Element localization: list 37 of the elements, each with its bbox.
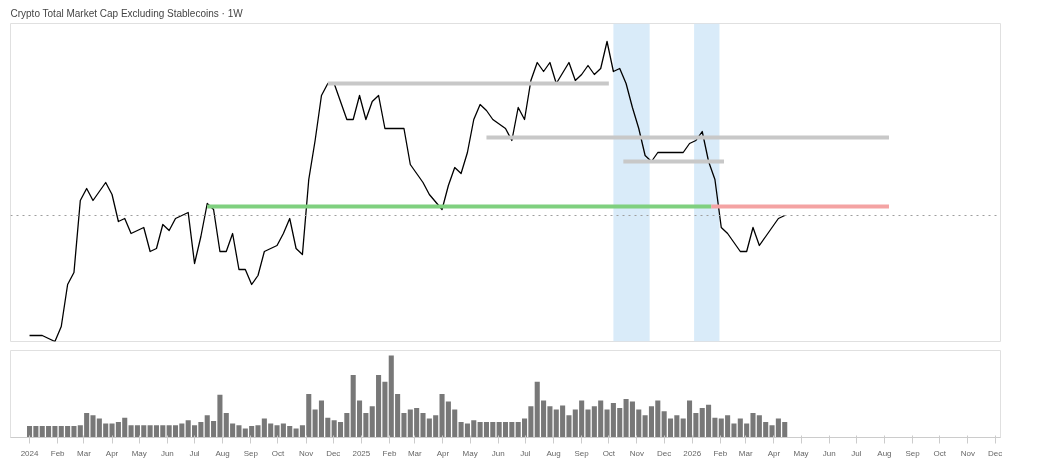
- x-tick-label: Sep: [574, 448, 590, 458]
- x-tick-label: Feb: [50, 448, 66, 458]
- x-tick-label: 2024: [20, 448, 39, 458]
- x-tick-label: Sep: [905, 448, 921, 458]
- x-tick-label: Aug: [877, 448, 892, 458]
- x-tick-label: Dec: [326, 448, 341, 458]
- x-tick-label: Mar: [407, 448, 423, 458]
- x-tick-label: Apr: [105, 448, 119, 458]
- x-tick-label: Nov: [629, 448, 645, 458]
- x-tick-label: Feb: [382, 448, 397, 458]
- x-tick-label: Oct: [602, 448, 616, 458]
- x-tick-label: Jun: [491, 448, 505, 458]
- x-tick-label: Aug: [215, 448, 230, 458]
- x-tick-label: Apr: [436, 448, 450, 458]
- x-tick-label: Jul: [189, 448, 200, 458]
- x-tick-label: Oct: [933, 448, 947, 458]
- x-tick-label: Feb: [713, 448, 728, 458]
- x-tick-label: Mar: [77, 448, 92, 458]
- x-tick-label: Jul: [851, 448, 862, 458]
- x-tick-label: May: [462, 448, 478, 458]
- x-tick-label: Nov: [298, 448, 314, 458]
- x-tick-label: May: [131, 448, 147, 458]
- x-tick-label: Apr: [767, 448, 781, 458]
- x-tick-label: Oct: [271, 448, 285, 458]
- x-tick-label: Jun: [160, 448, 174, 458]
- x-tick-label: Aug: [546, 448, 561, 458]
- x-tick-label: May: [793, 448, 809, 458]
- x-tick-label: Dec: [987, 448, 1003, 458]
- x-tick-label: Jul: [520, 448, 531, 458]
- x-tick-label: 2025: [352, 448, 371, 458]
- x-tick-label: Nov: [960, 448, 975, 458]
- x-tick-label: Jun: [822, 448, 836, 458]
- x-tick-label: Sep: [243, 448, 259, 458]
- chart-title: Crypto Total Market Cap Excluding Stablecoins · 1W: [10, 7, 244, 19]
- x-tick-label: 2026: [683, 448, 702, 458]
- x-tick-label: Mar: [738, 448, 753, 458]
- x-tick-label: Dec: [657, 448, 672, 458]
